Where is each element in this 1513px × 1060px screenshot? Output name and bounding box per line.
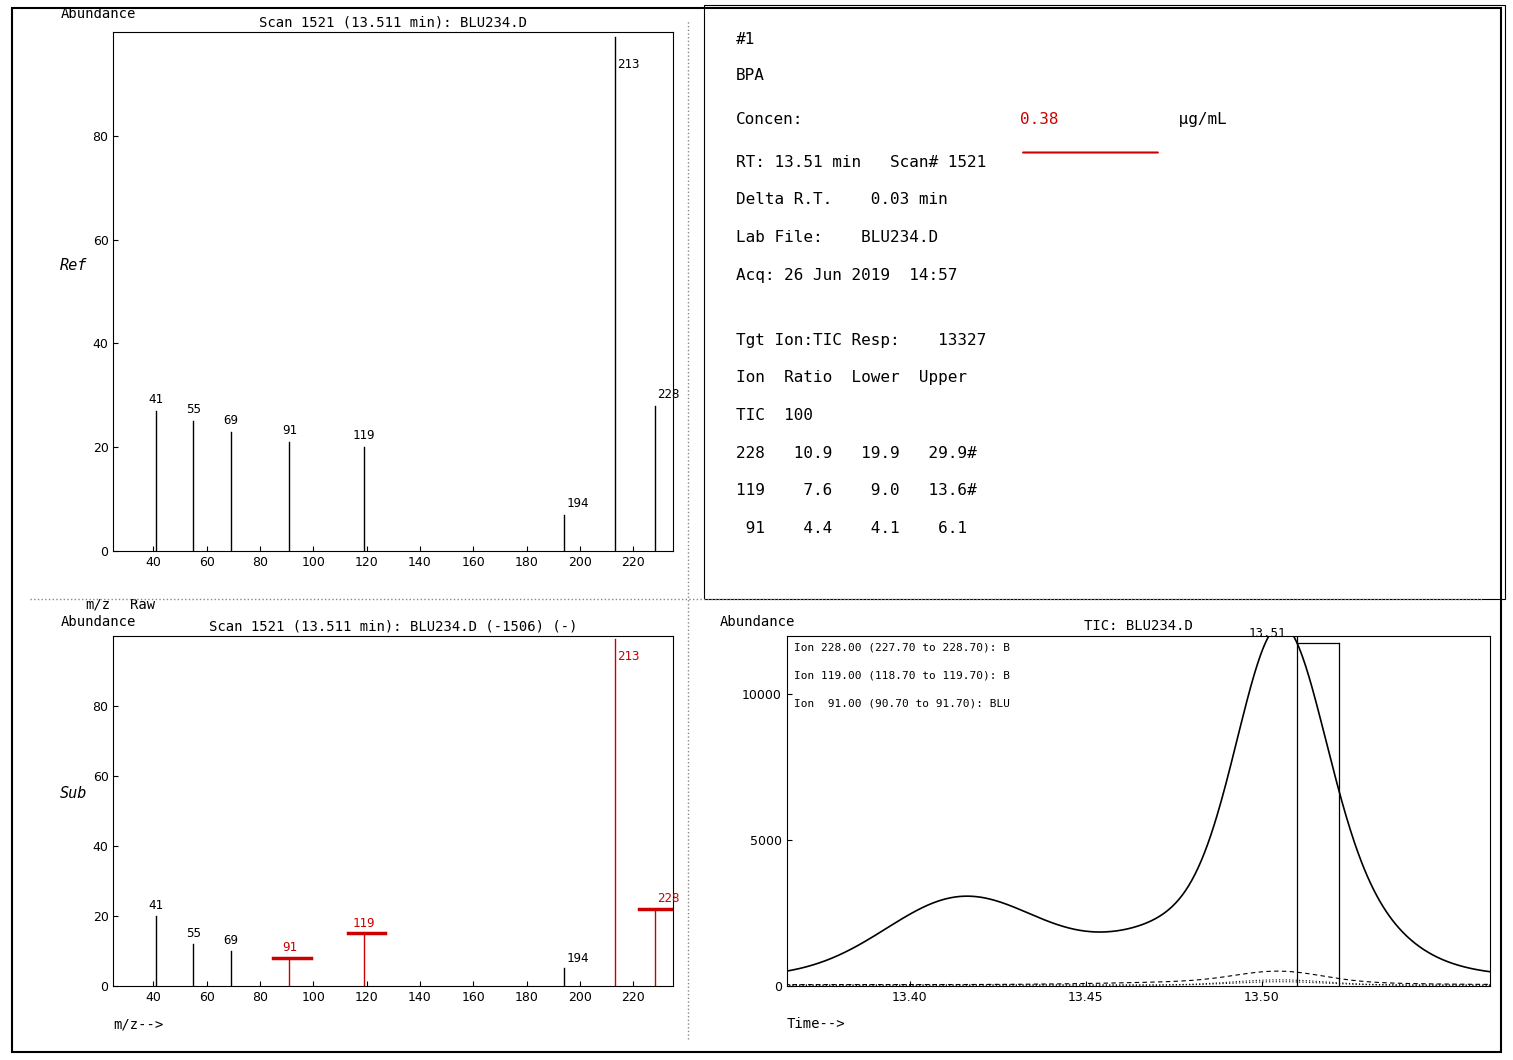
Text: 55: 55 (186, 403, 201, 417)
Text: 228   10.9   19.9   29.9#: 228 10.9 19.9 29.9# (735, 446, 976, 461)
Text: BPA: BPA (735, 68, 764, 83)
Text: 213: 213 (617, 650, 640, 662)
Text: Time-->: Time--> (787, 1018, 846, 1031)
Text: 0.38: 0.38 (1020, 112, 1059, 127)
Title: Scan 1521 (13.511 min): BLU234.D (-1506) (-): Scan 1521 (13.511 min): BLU234.D (-1506)… (209, 619, 578, 634)
Text: Lab File:    BLU234.D: Lab File: BLU234.D (735, 230, 938, 245)
Text: 69: 69 (224, 413, 238, 426)
Text: Acq: 26 Jun 2019  14:57: Acq: 26 Jun 2019 14:57 (735, 268, 958, 283)
Text: 119    7.6    9.0   13.6#: 119 7.6 9.0 13.6# (735, 483, 976, 498)
Text: Ion 119.00 (118.70 to 119.70): B: Ion 119.00 (118.70 to 119.70): B (794, 671, 1009, 681)
Text: RT: 13.51 min   Scan# 1521: RT: 13.51 min Scan# 1521 (735, 155, 986, 170)
Text: m/z: m/z (86, 598, 110, 612)
Text: Concen:: Concen: (735, 112, 803, 127)
Text: 194: 194 (567, 497, 589, 510)
Text: 41: 41 (148, 393, 163, 406)
Text: Raw: Raw (130, 598, 156, 612)
Text: Abundance: Abundance (61, 615, 136, 629)
Text: 91    4.4    4.1    6.1: 91 4.4 4.1 6.1 (735, 520, 967, 535)
Text: Delta R.T.    0.03 min: Delta R.T. 0.03 min (735, 192, 947, 208)
Text: 119: 119 (353, 429, 375, 442)
Text: m/z-->: m/z--> (113, 1018, 163, 1031)
Text: μg/mL: μg/mL (1168, 112, 1227, 127)
Text: #1: #1 (735, 32, 755, 47)
Text: TIC  100: TIC 100 (735, 408, 812, 423)
Text: 228: 228 (657, 893, 679, 905)
Text: Ion 228.00 (227.70 to 228.70): B: Ion 228.00 (227.70 to 228.70): B (794, 643, 1009, 653)
Text: 194: 194 (567, 952, 589, 965)
Text: 91: 91 (281, 941, 297, 954)
Text: Abundance: Abundance (720, 615, 796, 629)
Text: Ref: Ref (61, 258, 88, 273)
Text: Tgt Ion:TIC Resp:    13327: Tgt Ion:TIC Resp: 13327 (735, 333, 986, 348)
Text: 41: 41 (148, 899, 163, 913)
Title: Scan 1521 (13.511 min): BLU234.D: Scan 1521 (13.511 min): BLU234.D (259, 15, 528, 30)
Text: 55: 55 (186, 928, 201, 940)
Title: TIC: BLU234.D: TIC: BLU234.D (1085, 619, 1192, 634)
Text: 13.51: 13.51 (1248, 626, 1286, 640)
Text: 69: 69 (224, 934, 238, 948)
Text: 213: 213 (617, 57, 640, 71)
Text: Abundance: Abundance (61, 7, 136, 21)
Text: 228: 228 (657, 388, 679, 401)
Text: 119: 119 (353, 917, 375, 930)
Text: Ion  91.00 (90.70 to 91.70): BLU: Ion 91.00 (90.70 to 91.70): BLU (794, 699, 1009, 709)
Text: 91: 91 (281, 424, 297, 437)
Text: Sub: Sub (61, 785, 88, 801)
Text: Ion  Ratio  Lower  Upper: Ion Ratio Lower Upper (735, 370, 967, 386)
